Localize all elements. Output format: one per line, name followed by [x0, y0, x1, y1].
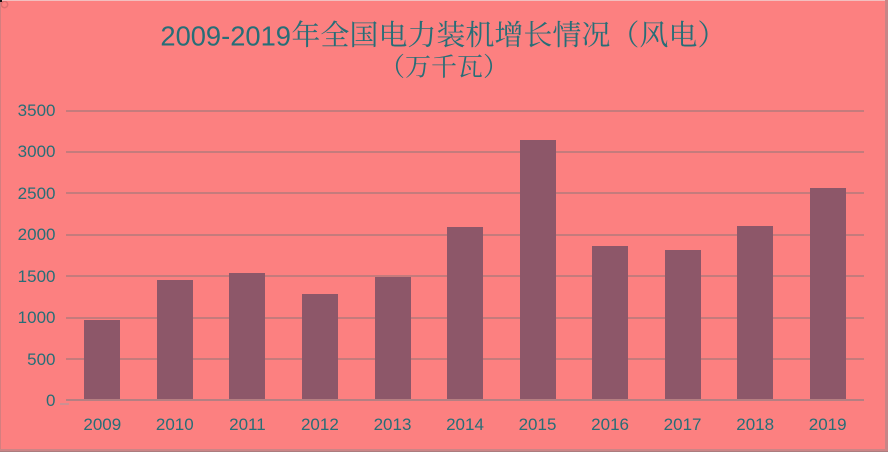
svg-text:2009-2019: 2009-2019: [160, 20, 291, 51]
